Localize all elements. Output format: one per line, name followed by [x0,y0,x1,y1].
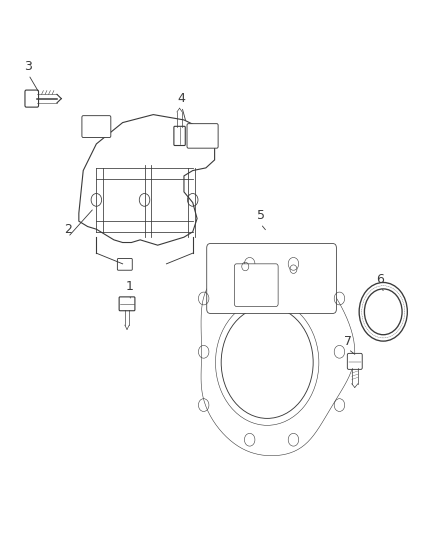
FancyBboxPatch shape [347,353,362,369]
Text: 3: 3 [25,60,32,73]
FancyBboxPatch shape [234,264,278,306]
FancyBboxPatch shape [187,124,218,148]
FancyBboxPatch shape [117,259,132,270]
Text: 1: 1 [125,280,133,293]
Text: 2: 2 [64,223,72,236]
FancyBboxPatch shape [207,244,336,313]
Text: 5: 5 [257,209,265,222]
FancyBboxPatch shape [119,297,135,311]
Text: 6: 6 [376,273,384,286]
Text: 4: 4 [178,92,186,105]
FancyBboxPatch shape [174,126,185,146]
FancyBboxPatch shape [82,116,111,138]
Text: 7: 7 [344,335,352,348]
FancyBboxPatch shape [25,90,39,107]
